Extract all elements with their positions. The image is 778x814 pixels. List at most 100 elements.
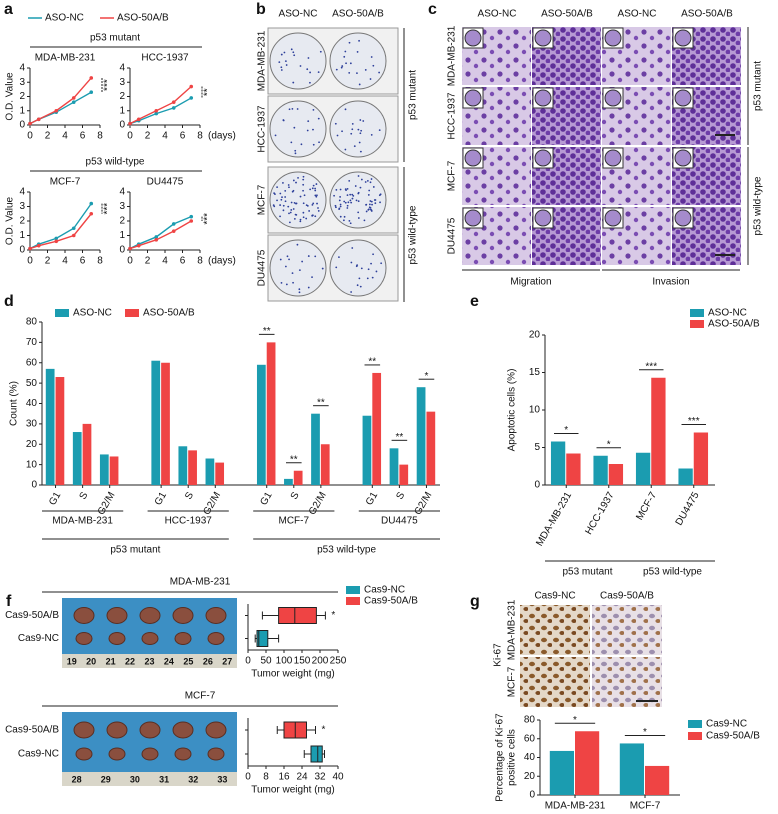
column-label: ASO-NC <box>279 9 318 20</box>
x-tick-label: 4 <box>162 131 168 142</box>
x-tick-label: 0 <box>245 656 251 667</box>
y-tick-label: 0 <box>119 120 125 131</box>
bar <box>575 731 600 795</box>
y-tick-label: 10 <box>26 459 38 470</box>
bar <box>372 372 382 485</box>
colony <box>338 256 340 259</box>
point <box>154 108 159 113</box>
assay-label: Invasion <box>652 277 689 288</box>
legend-swatch <box>690 309 704 317</box>
colony <box>317 71 320 73</box>
colony <box>366 179 369 182</box>
colony <box>368 203 371 206</box>
bar <box>311 413 320 485</box>
colony <box>300 143 303 146</box>
tumor <box>108 747 126 761</box>
colony <box>335 68 338 71</box>
row-label: Cas9-NC <box>18 749 59 760</box>
colony <box>369 181 372 184</box>
x-tick-label: 4 <box>162 256 168 267</box>
x-tick-label: 6 <box>180 131 186 142</box>
x-tick-label: G2/M <box>413 490 435 517</box>
tumor <box>75 747 93 761</box>
y-tick-label: 1 <box>19 105 25 116</box>
group-label: p53 wild-type <box>86 157 145 168</box>
x-tick-label: G1 <box>258 490 274 507</box>
point <box>89 90 94 95</box>
colony <box>357 128 360 131</box>
inset-well <box>464 209 482 227</box>
ruler-number: 23 <box>144 656 154 666</box>
colony <box>353 145 356 148</box>
colony <box>297 176 299 179</box>
bar <box>566 453 581 485</box>
colony <box>349 199 352 202</box>
bar <box>55 377 65 485</box>
colony <box>302 202 305 205</box>
colony <box>351 128 354 131</box>
ruler-number: 33 <box>217 774 227 784</box>
x-tick-label: G2/M <box>96 490 118 517</box>
x-tick-label: G2/M <box>201 490 223 517</box>
colony <box>371 203 373 206</box>
x-tick-label: 8 <box>97 131 103 142</box>
colony <box>339 215 342 218</box>
point <box>154 235 159 239</box>
colony <box>357 191 360 194</box>
inset-well <box>604 89 622 107</box>
colony <box>339 196 342 198</box>
point <box>28 121 32 126</box>
x-tick-label: S <box>289 490 302 502</box>
colony <box>372 64 375 67</box>
point <box>189 84 194 89</box>
colony <box>342 219 345 222</box>
colony <box>335 188 338 191</box>
colony <box>341 65 344 67</box>
colony <box>358 83 361 86</box>
column-label: Cas9-NC <box>534 591 575 602</box>
y-tick-label: 4 <box>119 63 125 74</box>
colony <box>358 277 361 280</box>
colony <box>282 204 285 207</box>
y-tick-label: 1 <box>19 230 25 241</box>
legend-label: ASO-50A/B <box>143 308 195 319</box>
inset-well <box>464 149 482 167</box>
significance: ** <box>290 454 298 465</box>
colony <box>316 202 318 205</box>
point <box>171 229 176 233</box>
colony <box>312 184 315 187</box>
tumor <box>141 632 159 645</box>
colony <box>319 50 322 53</box>
column-label: ASO-NC <box>618 9 657 20</box>
colony <box>369 200 372 202</box>
colony <box>294 213 297 216</box>
colony <box>380 262 383 265</box>
x-tick-label: 0 <box>127 256 133 267</box>
colony <box>369 207 372 209</box>
inset-well <box>534 149 552 167</box>
inset-well <box>464 29 482 47</box>
legend-swatch <box>125 309 139 317</box>
bar <box>389 448 399 485</box>
colony <box>373 199 376 201</box>
significance: * <box>425 371 429 382</box>
bar <box>619 743 644 795</box>
super-group-label: p53 wild-type <box>317 545 376 556</box>
bar <box>651 377 666 485</box>
y-tick-label: 3 <box>119 201 125 212</box>
colony <box>362 120 365 122</box>
inset-well <box>604 209 622 227</box>
legend-label: Cas9-50A/B <box>706 731 760 742</box>
legend-swatch <box>346 597 360 605</box>
column-label: ASO-50A/B <box>541 9 593 20</box>
colony <box>346 194 349 197</box>
colony <box>311 187 314 190</box>
colony <box>299 65 302 67</box>
bar <box>549 750 574 795</box>
point <box>189 219 194 223</box>
dish <box>329 32 387 90</box>
colony <box>284 196 287 198</box>
y-tick-label: 1 <box>119 105 125 116</box>
point <box>189 214 194 219</box>
colony <box>314 215 317 218</box>
